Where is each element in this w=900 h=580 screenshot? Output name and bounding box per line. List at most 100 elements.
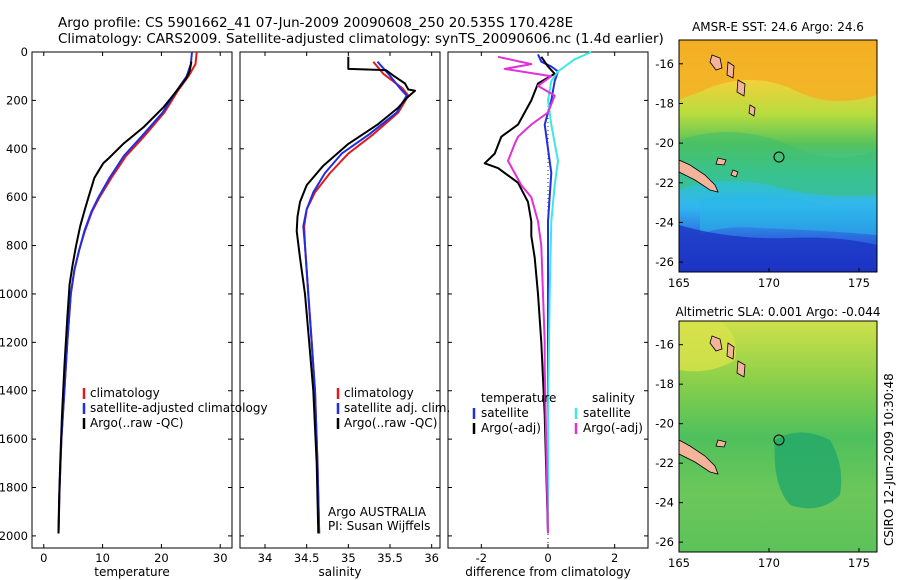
depth-tick-label: 0	[21, 45, 28, 59]
sst-cool-patch	[679, 225, 877, 272]
sst_map-ytick-label: -20	[655, 136, 674, 150]
salinity-axes-frame	[239, 51, 441, 549]
difference-series-salinity-argo-adj-	[497, 55, 556, 534]
temperature-xtick-label: 0	[40, 551, 47, 565]
sst-island-loyalty1	[715, 157, 727, 166]
sla-map-title: Altimetric SLA: 0.001 Argo: -0.044	[675, 305, 880, 319]
sst-island-newcal	[679, 159, 719, 193]
difference-series-temperature-argo-adj-	[483, 56, 556, 534]
sla-argo-marker	[773, 434, 785, 446]
sst-island-vanuatu4	[748, 104, 756, 117]
sla_map-xtick-label: 175	[848, 556, 870, 570]
temperature-xtick-label: 20	[154, 551, 169, 565]
temperature-series-climatology	[57, 51, 198, 534]
credit-line1: Argo AUSTRALIA	[328, 505, 427, 519]
footer-timestamp: CSIRO 12-Jun-2009 10:30:48	[882, 373, 896, 546]
salinity-series-argo-raw-qc-	[295, 56, 416, 534]
sst_map-ytick-label: -22	[655, 176, 674, 190]
sla_map-xtick-label: 170	[758, 556, 780, 570]
diff-legend-label: satellite	[583, 406, 631, 420]
salinity-xtick-label: 36	[424, 551, 439, 565]
sla-island-vanuatu3	[736, 360, 746, 378]
salinity-series-satellite-adj-clim-	[302, 61, 408, 534]
depth-tick-label: 1800	[0, 481, 28, 495]
sla-map-frame	[678, 320, 878, 553]
diff-legend-label: satellite	[481, 406, 529, 420]
sst_map-ytick-label: -18	[655, 96, 674, 110]
diff-legend-label: Argo(-adj)	[481, 421, 541, 435]
diff-legend-title: salinity	[592, 391, 635, 405]
sst-argo-marker	[773, 151, 785, 163]
depth-tick-label: 200	[6, 93, 28, 107]
sla-yellow-patch	[679, 321, 736, 372]
temperature-legend-label: Argo(..raw -QC)	[90, 416, 183, 430]
sla_map-ytick-label: -22	[655, 456, 674, 470]
sst_map-ytick-label: -16	[655, 57, 674, 71]
sst-island-vanuatu1	[709, 54, 723, 71]
sst_map-ytick-label: -24	[655, 215, 674, 229]
sla-map: Altimetric SLA: 0.001 Argo: -0.044 165 17…	[655, 305, 880, 570]
temperature-series-argo-raw-qc-	[57, 61, 193, 534]
sst-green-band	[679, 132, 877, 197]
sla-island-vanuatu2	[726, 342, 735, 360]
depth-tick-label: 1400	[0, 384, 28, 398]
sla_map-ytick-label: -26	[655, 535, 674, 549]
temperature-series-satellite-adjusted-climatology	[57, 51, 193, 534]
figure-title-line1: Argo profile: CS 5901662_41 07-Jun-2009 …	[58, 15, 573, 31]
sst_map-xtick-label: 165	[668, 276, 690, 290]
salinity-legend-label: climatology	[344, 386, 414, 400]
sst-cyan-band	[700, 193, 877, 235]
depth-tick-label: 600	[6, 190, 28, 204]
diff-legend-title: temperature	[481, 391, 556, 405]
temperature-legend-label: climatology	[90, 386, 160, 400]
sla-dark-eddy	[774, 432, 842, 509]
salinity-series-climatology	[303, 61, 410, 534]
sst-island-vanuatu3	[736, 79, 746, 97]
credit-line2: PI: Susan Wijffels	[328, 519, 430, 533]
salinity-legend-label: Argo(..raw -QC)	[344, 416, 437, 430]
sst-map-frame	[678, 39, 878, 273]
salinity-xtick-label: 34	[258, 551, 273, 565]
difference-xtick-label: 2	[611, 551, 618, 565]
sst_map-xtick-label: 170	[758, 276, 780, 290]
sla_map-xtick-label: 165	[668, 556, 690, 570]
difference-xlabel: difference from climatology	[465, 565, 631, 579]
sla_map-ytick-label: -16	[655, 338, 674, 352]
temperature-xtick-label: 30	[213, 551, 228, 565]
sst-warm-patch	[679, 40, 877, 102]
temperature-legend-label: satellite-adjusted climatology	[90, 401, 268, 415]
temperature-panel: 0 200 400 600 800 1000 1200 1400 1600 1800 2000 0 10…	[0, 45, 268, 579]
difference-series-temperature-satellite	[537, 53, 559, 534]
difference-series-salinity-satellite	[547, 51, 592, 534]
sla-island-newcal	[679, 439, 719, 475]
sla_map-ytick-label: -20	[655, 417, 674, 431]
salinity-xtick-label: 35.5	[377, 551, 403, 565]
diff-legend-label: Argo(-adj)	[583, 421, 643, 435]
depth-tick-label: 2000	[0, 529, 28, 543]
temperature-axes-frame	[31, 51, 233, 549]
salinity-panel: 34 34.5 35 35.5 36 salinity climatologysatelli…	[239, 51, 450, 579]
salinity-xtick-label: 35	[341, 551, 356, 565]
sla-island-vanuatu1	[709, 335, 723, 352]
difference-xtick-label: -2	[476, 551, 487, 565]
sst-island-loyalty2	[730, 169, 739, 178]
sst-map-title: AMSR-E SST: 24.6 Argo: 24.6	[692, 20, 864, 34]
salinity-legend-label: satellite adj. clim.	[344, 401, 450, 415]
depth-tick-label: 1000	[0, 287, 28, 301]
salinity-xlabel: salinity	[318, 565, 361, 579]
salinity-xtick-label: 34.5	[294, 551, 320, 565]
depth-tick-label: 800	[6, 239, 28, 253]
sla_map-ytick-label: -24	[655, 496, 674, 510]
sst-island-vanuatu2	[726, 61, 735, 79]
sla_map-ytick-label: -18	[655, 377, 674, 391]
sst_map-ytick-label: -26	[655, 255, 674, 269]
figure-title-line2: Climatology: CARS2009. Satellite-adjuste…	[58, 31, 664, 47]
sst-map: AMSR-E SST: 24.6 Argo: 24.6 165 170 175 -16…	[655, 20, 878, 290]
sst_map-xtick-label: 175	[848, 276, 870, 290]
difference-xtick-label: 0	[544, 551, 551, 565]
temperature-xlabel: temperature	[94, 565, 169, 579]
depth-tick-label: 400	[6, 142, 28, 156]
depth-tick-label: 1600	[0, 432, 28, 446]
